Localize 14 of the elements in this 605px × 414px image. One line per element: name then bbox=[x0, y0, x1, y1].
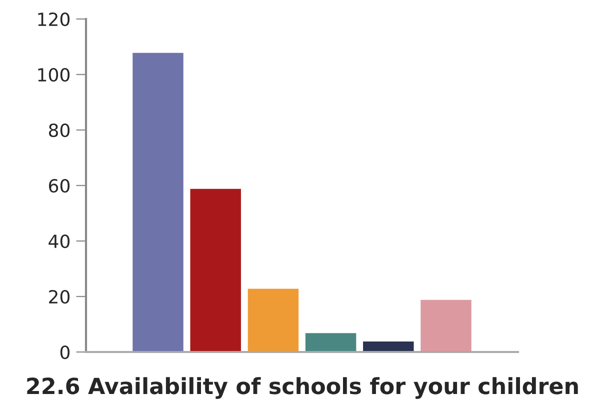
y-tick-label: 120 bbox=[38, 12, 70, 26]
y-tick-label: 20 bbox=[49, 290, 70, 304]
bar bbox=[189, 188, 242, 352]
y-tick-label: 100 bbox=[38, 68, 70, 82]
y-tick-label: 60 bbox=[49, 178, 70, 193]
bar bbox=[246, 288, 300, 352]
bar bbox=[304, 332, 358, 352]
y-tick-label: 0 bbox=[60, 345, 70, 360]
bar bbox=[420, 298, 472, 352]
y-tick-label: 80 bbox=[48, 123, 70, 138]
bar bbox=[362, 340, 415, 352]
bar bbox=[132, 52, 184, 352]
y-tick-label: 40 bbox=[48, 234, 70, 248]
text: 22.6 Availability of schools for your children bbox=[27, 377, 578, 399]
